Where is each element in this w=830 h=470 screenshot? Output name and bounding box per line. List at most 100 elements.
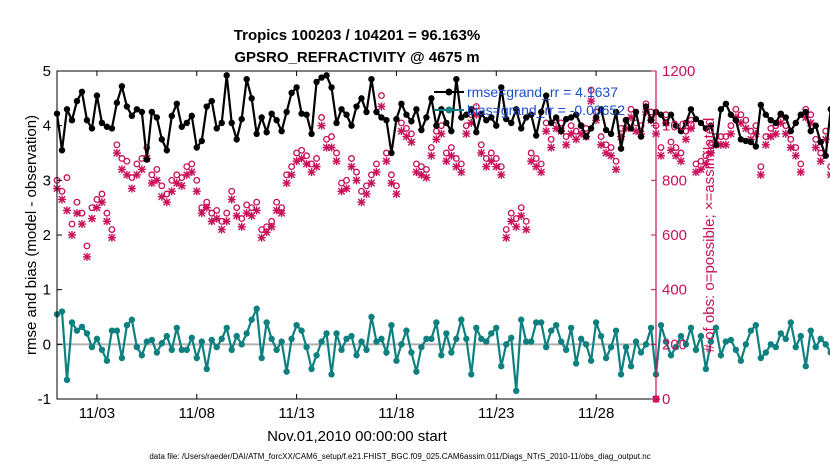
bias-point — [338, 346, 345, 353]
rmse-point — [113, 99, 121, 106]
rmse-point — [133, 106, 141, 113]
bias-point — [383, 349, 390, 356]
possible-obs-point — [657, 144, 665, 151]
possible-obs-point — [797, 160, 805, 168]
bias-point — [712, 324, 720, 332]
possible-obs-point — [83, 242, 91, 250]
rmse-point — [488, 114, 495, 121]
assimilated-obs-point — [282, 179, 291, 188]
rmse-point — [208, 97, 215, 105]
bias-point — [118, 354, 126, 362]
bias-point — [443, 330, 450, 337]
y-axis-label-right: # of obs: o=possible; ×=assimilated — [701, 118, 718, 353]
rmse-point — [88, 125, 96, 132]
rmse-point — [373, 108, 380, 116]
assimilated-obs-point — [132, 170, 141, 179]
y-axis-label-left: rmse and bias (model - observation) — [23, 115, 40, 355]
bias-point — [478, 335, 485, 343]
right-tick-label: 600 — [662, 227, 687, 244]
left-tick-label: -1 — [38, 391, 51, 408]
bias-point — [378, 335, 385, 343]
rmse-point — [463, 111, 470, 118]
possible-obs-point — [607, 144, 615, 151]
rmse-point — [607, 130, 615, 138]
assimilated-obs-point — [267, 222, 276, 231]
bias-point — [597, 332, 605, 340]
rmse-point — [103, 123, 111, 130]
rmse-point — [223, 72, 230, 79]
bias-point — [418, 343, 425, 351]
possible-obs-point — [68, 220, 76, 228]
bias-point — [508, 334, 515, 341]
bias-point — [687, 324, 695, 332]
bias-point — [113, 327, 121, 334]
bias-point — [722, 338, 730, 345]
left-tick-label: 4 — [43, 118, 51, 135]
bias-point — [488, 330, 495, 337]
bias-point — [83, 330, 91, 337]
rmse-point — [562, 115, 570, 123]
assimilated-obs-point — [57, 195, 66, 204]
rmse-point — [203, 103, 210, 110]
bias-point — [298, 327, 305, 334]
possible-obs-point — [113, 141, 121, 149]
rmse-point — [108, 125, 116, 132]
assimilated-obs-point — [152, 176, 161, 185]
possible-obs-point — [103, 209, 111, 217]
possible-obs-point — [233, 204, 241, 212]
possible-obs-point — [208, 209, 216, 217]
bias-point — [63, 376, 71, 384]
x-tick-label: 11/28 — [578, 405, 614, 422]
rmse-point — [667, 111, 675, 118]
rmse-point — [388, 149, 395, 157]
data-file-footnote: data file: /Users/raeder/DAI/ATM_forcXX/… — [149, 452, 650, 461]
assimilated-obs-point — [701, 159, 710, 168]
assimilated-obs-point — [382, 157, 391, 166]
rmse-point — [702, 125, 710, 132]
rmse-point — [662, 119, 670, 127]
right-tick-label: 1000 — [662, 118, 695, 135]
bias-point — [498, 363, 505, 370]
assimilated-obs-point — [212, 214, 221, 223]
assimilated-obs-point — [347, 162, 356, 171]
rmse-point — [58, 147, 66, 154]
bias-point — [727, 336, 735, 344]
bias-point — [772, 343, 779, 351]
rmse-point — [503, 115, 510, 123]
possible-obs-point — [73, 198, 81, 206]
rmse-point — [612, 108, 620, 116]
rmse-point — [797, 111, 804, 118]
assimilated-obs-point — [222, 217, 231, 226]
rmse-point — [533, 132, 540, 139]
bias-point — [567, 324, 575, 332]
rmse-point — [782, 114, 789, 121]
bias-point — [592, 319, 600, 326]
rmse-point — [602, 126, 610, 134]
possible-obs-point — [502, 226, 510, 233]
assimilated-obs-point — [761, 140, 770, 149]
right-tick-label: 200 — [662, 336, 687, 353]
assimilated-obs-point — [492, 162, 501, 171]
bias-point — [198, 338, 205, 345]
rmse-point — [273, 117, 280, 124]
possible-obs-point — [567, 122, 575, 130]
rmse-point — [318, 74, 325, 81]
rmse-point — [158, 136, 166, 143]
assimilated-obs-point — [72, 209, 81, 218]
bias-point — [278, 338, 285, 345]
left-tick-label: 5 — [43, 63, 51, 80]
rmse-point — [78, 88, 86, 95]
rmse-point — [493, 122, 500, 129]
rmse-point — [278, 127, 285, 135]
rmse-point — [498, 84, 505, 91]
bias-point — [413, 368, 420, 375]
bias-point — [58, 308, 66, 315]
bias-point — [672, 343, 680, 351]
possible-obs-point — [387, 171, 395, 179]
bias-point — [752, 322, 760, 329]
rmse-point — [213, 125, 220, 132]
bias-point — [358, 338, 365, 345]
assimilated-obs-point — [656, 151, 665, 160]
possible-obs-point — [422, 165, 430, 173]
possible-obs-point — [812, 135, 820, 143]
